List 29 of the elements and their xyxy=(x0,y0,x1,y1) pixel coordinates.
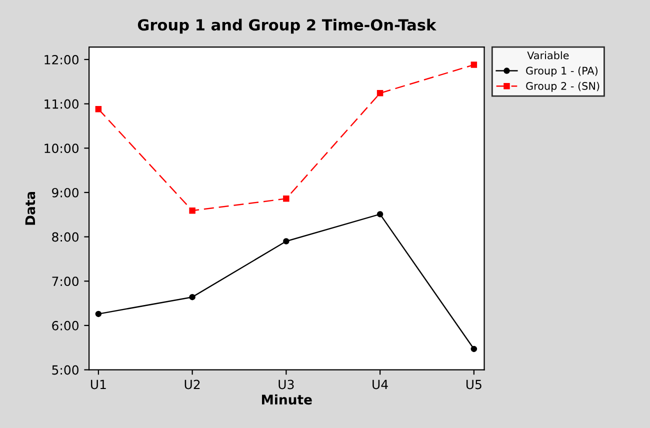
legend-title: Variable xyxy=(527,51,569,60)
point xyxy=(283,238,290,244)
y-tick-label: 8:00 xyxy=(52,232,78,242)
point xyxy=(470,346,478,352)
x-tick-label: U3 xyxy=(278,380,294,390)
x-tick-label: U2 xyxy=(184,380,200,390)
x-tick-label: U5 xyxy=(466,380,482,390)
y-tick-label: 11:00 xyxy=(44,99,78,109)
y-tick-label: 7:00 xyxy=(52,276,78,286)
x-tick-label: U4 xyxy=(372,380,388,390)
x-axis-title: Minute xyxy=(262,394,312,405)
y-axis-title: Data xyxy=(25,192,36,225)
y-tick-label: 5:00 xyxy=(52,365,78,375)
y-tick-label: 12:00 xyxy=(44,54,78,64)
point xyxy=(189,294,196,300)
point xyxy=(376,211,384,218)
legend-label: Group 2 - (SN) xyxy=(526,82,600,92)
point xyxy=(376,90,384,96)
point xyxy=(189,208,196,214)
point xyxy=(95,310,102,318)
legend-label: Group 1 - (PA) xyxy=(526,66,598,77)
point xyxy=(470,62,478,68)
y-tick-label: 9:00 xyxy=(52,188,78,198)
y-tick-label: 10:00 xyxy=(44,144,78,154)
point xyxy=(95,106,102,112)
chart-title: Group 1 and Group 2 Time-On-Task xyxy=(138,18,436,34)
point xyxy=(283,196,290,202)
x-tick-label: U1 xyxy=(90,380,106,390)
y-tick-label: 6:00 xyxy=(52,320,78,330)
